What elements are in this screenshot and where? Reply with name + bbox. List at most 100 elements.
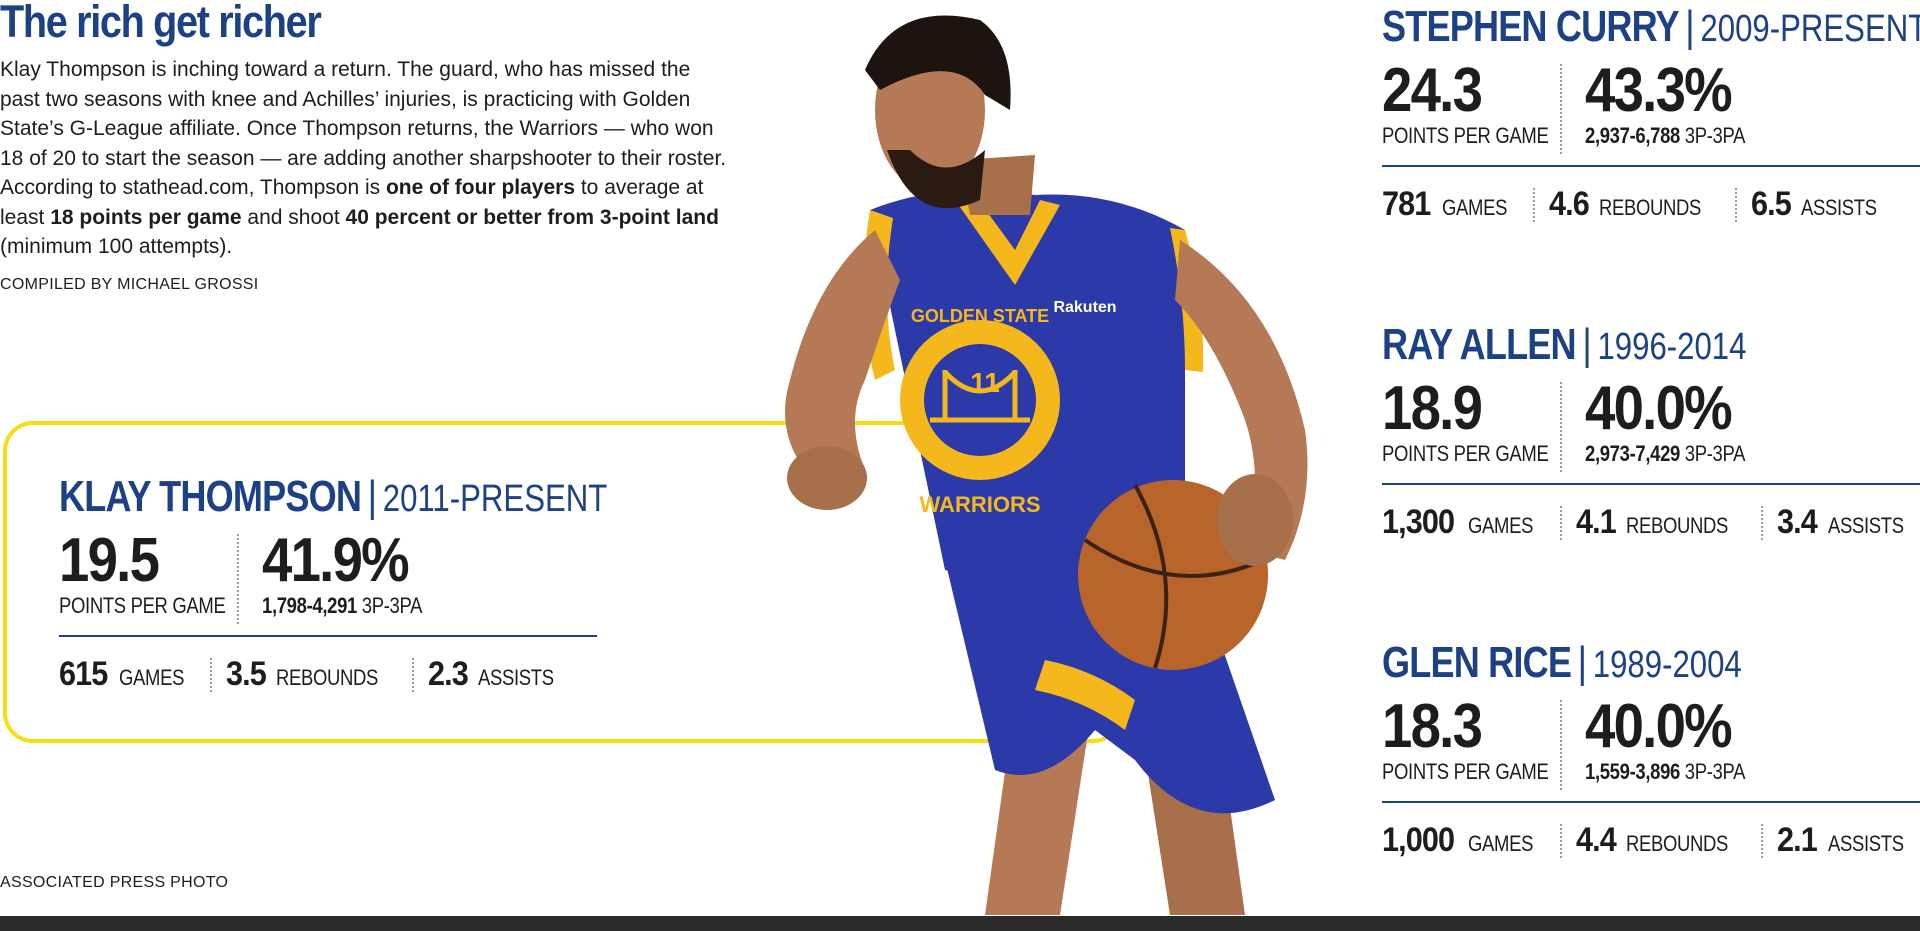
rebounds-label: REBOUNDS: [1625, 831, 1728, 856]
card-rule: [1382, 165, 1920, 167]
intro-segment: to average at least: [0, 176, 704, 229]
made-attempted-label: 3P-3PA: [361, 593, 423, 618]
assists-label: ASSISTS: [1827, 513, 1904, 538]
points-per-game-label: POINTS PER GAME: [1382, 441, 1549, 466]
intro-bold-segment: 40 percent or better from 3-point land: [345, 205, 719, 229]
player-arm: [785, 230, 900, 470]
made-attempted-value: 2,937-6,788: [1585, 123, 1680, 148]
card-rule: [1382, 483, 1920, 485]
secondary-stats-row: 615 GAMES 3.5 REBOUNDS 2.3 ASSISTS: [59, 655, 568, 695]
assists-value: 2.3: [427, 655, 469, 693]
jersey-number: 11: [970, 367, 1000, 398]
secondary-stats-row: 1,000 GAMES 4.4 REBOUNDS 2.1 ASSISTS: [1382, 821, 1918, 861]
three-point-made-attempted: 1,559-3,896 3P-3PA: [1585, 759, 1745, 785]
games-value: 1,000: [1382, 821, 1455, 859]
points-per-game-label: POINTS PER GAME: [1382, 123, 1549, 148]
games-value: 1,300: [1382, 503, 1455, 541]
rebounds-value: 4.6: [1549, 185, 1590, 223]
intro-segment: Klay Thompson is inching toward a return…: [0, 58, 727, 199]
three-point-made-attempted: 2,973-7,429 3P-3PA: [1585, 441, 1745, 467]
stat-divider: [1559, 506, 1562, 540]
player-name-line: GLEN RICE | 1989-2004: [1382, 638, 1742, 688]
jersey-bottom-text: WARRIORS: [920, 492, 1041, 517]
jersey-sponsor: Rakuten: [1053, 299, 1116, 316]
assists-label: ASSISTS: [1827, 831, 1904, 856]
player-arm: [1175, 240, 1308, 560]
stat-divider: [1734, 188, 1737, 222]
points-per-game-value: 18.3: [1382, 692, 1483, 761]
intro-bold-segment: 18 points per game: [50, 205, 242, 229]
player-beard: [887, 150, 985, 209]
rebounds-value: 3.5: [226, 655, 267, 693]
rebounds-value: 4.4: [1575, 821, 1617, 859]
rebounds-label: REBOUNDS: [1599, 195, 1702, 220]
assists-value: 6.5: [1750, 185, 1792, 223]
footer-bar: [0, 916, 1920, 931]
stat-divider: [411, 658, 414, 692]
player-name-line: RAY ALLEN | 1996-2014: [1382, 320, 1746, 370]
games-label: GAMES: [1441, 195, 1507, 220]
secondary-stats-row: 781 GAMES 4.6 REBOUNDS 6.5 ASSISTS: [1382, 185, 1891, 225]
three-point-percentage-value: 40.0%: [1585, 374, 1733, 443]
games-label: GAMES: [1468, 831, 1534, 856]
player-name: STEPHEN CURRY: [1382, 2, 1680, 51]
intro-segment: and shoot: [241, 205, 346, 229]
name-separator: |: [1685, 2, 1694, 51]
stat-divider: [1761, 506, 1764, 540]
three-point-percentage-value: 40.0%: [1585, 692, 1733, 761]
games-label: GAMES: [118, 665, 184, 690]
games-value: 615: [59, 655, 108, 693]
made-attempted-value: 1,559-3,896: [1585, 759, 1680, 784]
points-per-game-value: 18.9: [1382, 374, 1483, 443]
name-separator: |: [1577, 638, 1587, 687]
jersey-logo-inner: [924, 344, 1036, 456]
stat-divider: [210, 658, 213, 692]
rebounds-label: REBOUNDS: [1625, 513, 1728, 538]
stat-divider: [1559, 824, 1562, 858]
name-separator: |: [367, 472, 377, 521]
games-value: 781: [1382, 185, 1431, 223]
stat-divider: [1761, 824, 1764, 858]
intro-paragraph: Klay Thompson is inching toward a return…: [0, 55, 730, 262]
three-point-percentage-value: 41.9%: [262, 526, 410, 595]
player-name-line: STEPHEN CURRY | 2009-PRESENT: [1382, 2, 1920, 52]
player-hand: [1217, 474, 1293, 566]
assists-label: ASSISTS: [1801, 195, 1877, 220]
points-per-game-value: 19.5: [59, 526, 160, 595]
bridge-icon: [930, 370, 1030, 423]
made-attempted-label: 3P-3PA: [1684, 123, 1746, 148]
assists-value: 3.4: [1777, 503, 1818, 541]
made-attempted-value: 1,798-4,291: [262, 593, 357, 618]
player-years: 1996-2014: [1597, 326, 1747, 368]
stat-divider: [1560, 64, 1562, 154]
player-years: 2011-PRESENT: [382, 478, 608, 520]
card-rule: [59, 635, 597, 637]
intro-segment: (minimum 100 attempts).: [0, 235, 233, 258]
three-point-percentage-value: 43.3%: [1585, 56, 1733, 125]
player-years: 2009-PRESENT: [1700, 8, 1920, 50]
shorts-trim: [1035, 660, 1135, 730]
stat-divider: [237, 534, 239, 624]
player-photo: GOLDEN STATE 11 WARRIORS Rakuten: [785, 15, 1308, 915]
compiled-by-credit: COMPILED BY MICHAEL GROSSI: [0, 276, 259, 293]
basketball-seam: [1083, 538, 1264, 578]
secondary-stats-row: 1,300 GAMES 4.1 REBOUNDS 3.4 ASSISTS: [1382, 503, 1918, 543]
headline: The rich get richer: [0, 0, 322, 47]
rebounds-value: 4.1: [1575, 503, 1617, 541]
intro-bold-segment: one of four players: [385, 176, 576, 199]
stat-divider: [1533, 188, 1536, 222]
points-per-game-label: POINTS PER GAME: [59, 593, 226, 618]
three-point-made-attempted: 2,937-6,788 3P-3PA: [1585, 123, 1745, 149]
assists-label: ASSISTS: [478, 665, 554, 690]
player-name: KLAY THOMPSON: [59, 472, 362, 521]
photo-credit: ASSOCIATED PRESS PHOTO: [0, 874, 229, 891]
player-name: GLEN RICE: [1382, 638, 1572, 687]
points-per-game-label: POINTS PER GAME: [1382, 759, 1549, 784]
player-hair: [865, 15, 1011, 110]
made-attempted-value: 2,973-7,429: [1585, 441, 1680, 466]
games-label: GAMES: [1468, 513, 1534, 538]
made-attempted-label: 3P-3PA: [1684, 759, 1746, 784]
assists-value: 2.1: [1777, 821, 1818, 859]
jersey-top-text: GOLDEN STATE: [911, 306, 1049, 326]
name-separator: |: [1582, 320, 1591, 369]
